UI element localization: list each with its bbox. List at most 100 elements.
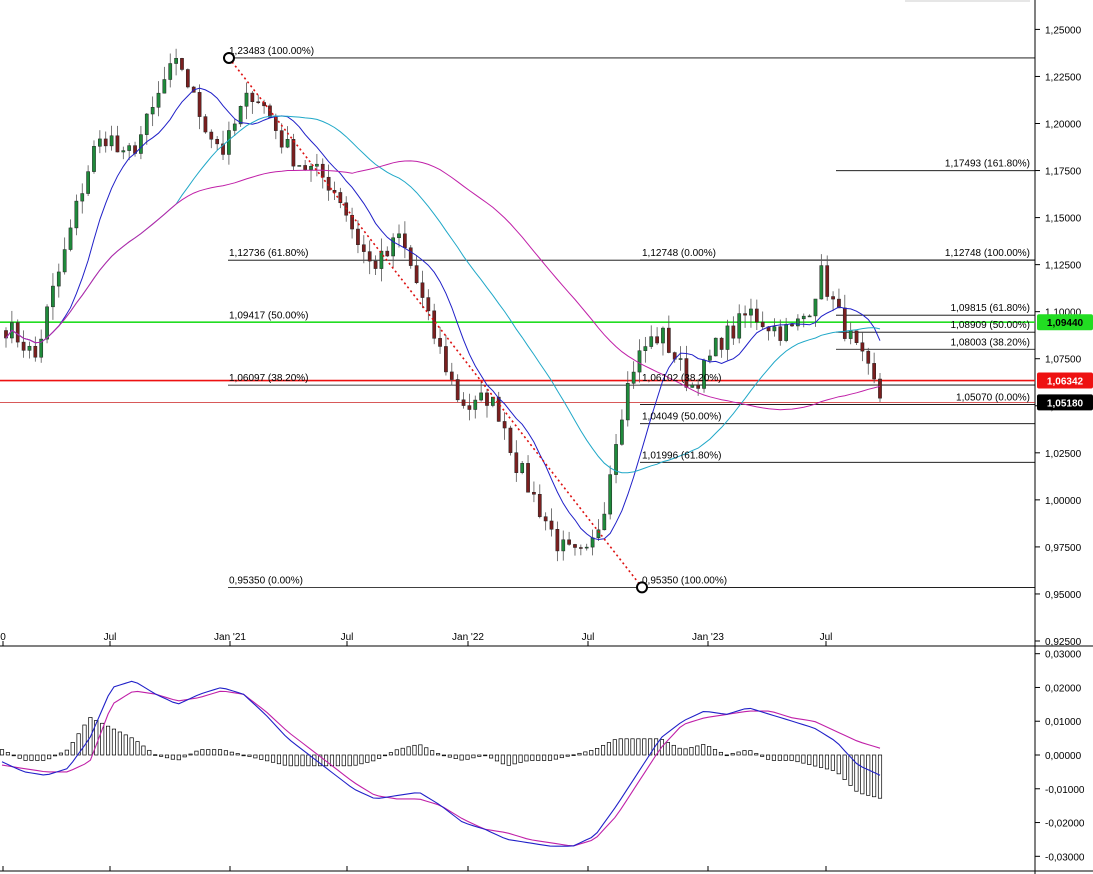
candle-body xyxy=(144,113,149,135)
macd-histogram-bar xyxy=(11,754,16,757)
macd-histogram-bar xyxy=(288,754,293,767)
macd-histogram-bar xyxy=(135,741,140,756)
macd-histogram-bar xyxy=(612,739,617,756)
macd-histogram-bar xyxy=(106,725,111,756)
macd-histogram-bar xyxy=(400,747,405,756)
macd-histogram-bar xyxy=(253,754,258,759)
macd-histogram-bar xyxy=(94,720,99,756)
macd-histogram-bar xyxy=(23,754,28,761)
macd-histogram-bar xyxy=(471,754,476,759)
candle-body xyxy=(156,92,161,108)
macd-histogram-bar xyxy=(100,722,105,756)
macd-histogram-bar xyxy=(129,737,134,756)
price-level-badges: 1,09440 1,06342 1,05180 xyxy=(1037,314,1093,411)
trendline-end-marker xyxy=(636,581,648,594)
macd-histogram-bar xyxy=(41,754,46,761)
macd-histogram-bar xyxy=(777,754,782,761)
candle-body xyxy=(473,399,478,410)
candle-body xyxy=(197,92,202,117)
macd-histogram-bar xyxy=(589,750,594,756)
candle-body xyxy=(631,371,636,384)
fibonacci-label: 1,04049 (50.00%) xyxy=(642,412,722,423)
macd-histogram-bar xyxy=(459,754,464,761)
macd-histogram-bar xyxy=(430,750,435,756)
candle-body xyxy=(168,63,173,80)
macd-histogram-bar xyxy=(671,744,676,756)
fibonacci-label: 1,12748 (100.00%) xyxy=(945,248,1030,259)
candle-body xyxy=(291,139,296,167)
candle-body xyxy=(56,271,61,287)
macd-histogram-bar xyxy=(47,754,52,760)
candle-body xyxy=(696,384,701,389)
time-tick-label: Jul xyxy=(820,632,833,643)
candle-body xyxy=(103,138,108,147)
macd-histogram-bar xyxy=(294,754,299,767)
candle-body xyxy=(444,346,448,373)
macd-histogram-bar xyxy=(760,754,765,757)
macd-tick-label: -0,01000 xyxy=(1045,785,1085,796)
candle-body xyxy=(268,105,272,118)
macd-histogram-bar xyxy=(82,724,87,756)
fibonacci-label: 1,05070 (0.00%) xyxy=(956,392,1030,403)
macd-histogram-bar xyxy=(789,754,794,761)
price-tick-label: 1,17500 xyxy=(1045,167,1082,178)
macd-histogram-bar xyxy=(265,754,270,762)
candle-body xyxy=(837,298,841,309)
macd-histogram-bar xyxy=(813,754,818,767)
macd-histogram-bar xyxy=(683,748,688,756)
candle-body xyxy=(408,247,413,266)
macd-tick-label: 0,03000 xyxy=(1045,650,1082,661)
price-axis: 1,25000 1,22500 1,20000 1,17500 1,15000 1,125… xyxy=(1035,25,1082,648)
candle-body xyxy=(661,327,665,344)
candle-body xyxy=(273,117,278,131)
macd-histogram-bar xyxy=(353,754,358,766)
candle-body xyxy=(350,214,354,230)
price-tick-label: 1,07500 xyxy=(1045,355,1082,366)
macd-histogram-bar xyxy=(58,752,63,756)
macd-histogram-bar xyxy=(377,754,382,759)
macd-line xyxy=(1,680,881,847)
candle-body xyxy=(496,396,501,422)
candle-body xyxy=(678,358,683,360)
macd-histogram-bar xyxy=(506,754,511,766)
candle-body xyxy=(649,336,654,347)
candle-body xyxy=(74,200,79,229)
candle-body xyxy=(590,537,595,548)
macd-histogram-bar xyxy=(836,754,841,775)
macd-histogram-bar xyxy=(512,754,517,765)
fibonacci-labels: 1,23483 (100.00%) 1,12736 (61.80%) 1,09417… xyxy=(229,46,1030,586)
macd-histogram-bar xyxy=(665,742,670,756)
fibonacci-label: 1,01996 (61.80%) xyxy=(642,450,722,461)
candle-body xyxy=(520,463,525,473)
candle-body xyxy=(68,227,73,250)
candle-body xyxy=(338,192,343,204)
candle-body xyxy=(666,327,671,353)
macd-histogram-bar xyxy=(642,738,647,756)
moving-average-line xyxy=(5,160,881,411)
macd-histogram-bar xyxy=(70,742,75,756)
macd-histogram-bar xyxy=(801,754,806,764)
candle-body xyxy=(215,138,220,145)
candle-body xyxy=(825,265,830,297)
candle-body xyxy=(285,139,290,148)
macd-histogram-bar xyxy=(695,745,700,756)
price-tick-label: 0,97500 xyxy=(1045,543,1082,554)
candle-body xyxy=(842,307,847,339)
macd-histogram-bar xyxy=(577,752,582,756)
macd-histogram-bar xyxy=(765,754,771,760)
macd-histogram-bar xyxy=(394,749,399,756)
candle-body xyxy=(502,421,507,429)
time-tick-label: Jan '21 xyxy=(214,632,246,643)
macd-histogram-bar xyxy=(736,751,741,756)
candle-body xyxy=(555,529,560,552)
macd-tick-label: -0,02000 xyxy=(1045,819,1085,830)
macd-histogram-bar xyxy=(306,754,311,767)
candle-body xyxy=(45,306,49,340)
candle-body xyxy=(432,310,437,339)
macd-signal-line xyxy=(1,690,881,847)
candle-body xyxy=(690,384,695,388)
macd-histogram-bar xyxy=(141,745,146,756)
price-tick-label: 0,92500 xyxy=(1045,637,1082,648)
candle-body xyxy=(379,250,384,269)
